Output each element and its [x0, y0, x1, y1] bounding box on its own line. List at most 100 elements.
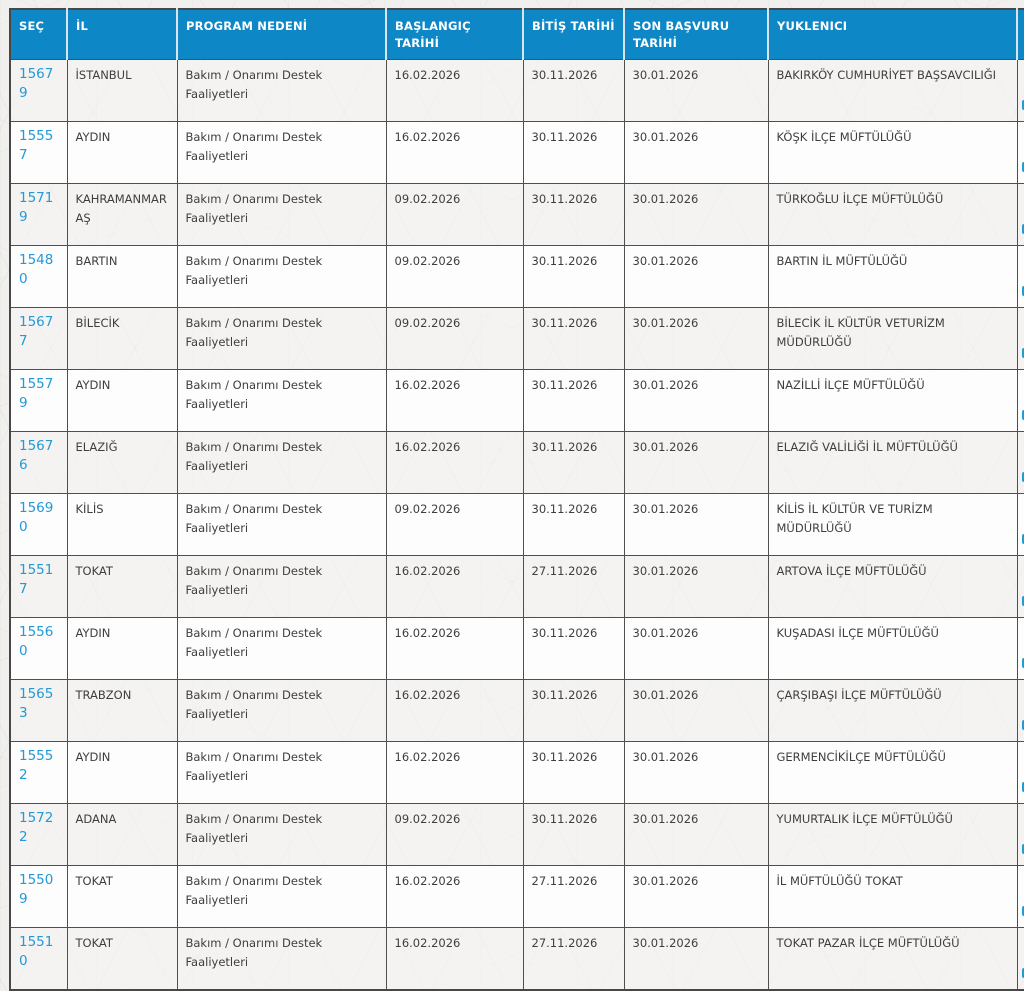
cell-son: 30.01.2026: [624, 866, 768, 928]
cell-yuklenici: KUŞADASI İLÇE MÜFTÜLÜĞÜ: [768, 618, 1017, 680]
cell-program: Bakım / Onarımı Destek Faaliyetleri: [177, 246, 386, 308]
cell-program: Bakım / Onarımı Destek Faaliyetleri: [177, 494, 386, 556]
cell-program: Bakım / Onarımı Destek Faaliyetleri: [177, 742, 386, 804]
cell-son: 30.01.2026: [624, 742, 768, 804]
cell-partial-cutoff: [1017, 60, 1024, 122]
cell-il: AYDIN: [67, 370, 177, 432]
cell-partial-cutoff: [1017, 432, 1024, 494]
record-id-link[interactable]: 15510: [19, 934, 53, 969]
cell-son: 30.01.2026: [624, 556, 768, 618]
cell-baslangic: 16.02.2026: [386, 122, 523, 184]
cell-partial-cutoff: [1017, 370, 1024, 432]
cell-son: 30.01.2026: [624, 928, 768, 991]
column-header-program: PROGRAM NEDENİ: [177, 9, 386, 60]
cell-sec: 15679: [10, 60, 67, 122]
cell-partial-cutoff: [1017, 184, 1024, 246]
cell-baslangic: 09.02.2026: [386, 184, 523, 246]
cell-bitis: 30.11.2026: [523, 742, 624, 804]
record-id-link[interactable]: 15480: [19, 252, 53, 287]
column-header-son: SON BAŞVURU TARİHİ: [624, 9, 768, 60]
record-id-link[interactable]: 15677: [19, 314, 53, 349]
record-id-link[interactable]: 15653: [19, 686, 53, 721]
cell-program: Bakım / Onarımı Destek Faaliyetleri: [177, 618, 386, 680]
cell-sec: 15653: [10, 680, 67, 742]
record-id-link[interactable]: 15690: [19, 500, 53, 535]
cell-program: Bakım / Onarımı Destek Faaliyetleri: [177, 680, 386, 742]
cell-son: 30.01.2026: [624, 60, 768, 122]
record-id-link[interactable]: 15557: [19, 128, 53, 163]
cell-il: AYDIN: [67, 742, 177, 804]
record-id-link[interactable]: 15676: [19, 438, 53, 473]
record-id-link[interactable]: 15719: [19, 190, 53, 225]
cell-bitis: 30.11.2026: [523, 308, 624, 370]
cell-baslangic: 16.02.2026: [386, 680, 523, 742]
cell-il: TOKAT: [67, 866, 177, 928]
cell-sec: 15510: [10, 928, 67, 991]
record-id-link[interactable]: 15509: [19, 872, 53, 907]
record-id-link[interactable]: 15722: [19, 810, 53, 845]
cell-bitis: 30.11.2026: [523, 804, 624, 866]
cell-son: 30.01.2026: [624, 308, 768, 370]
cell-sec: 15557: [10, 122, 67, 184]
column-header-partial: [1017, 9, 1024, 60]
cell-yuklenici: İL MÜFTÜLÜĞÜ TOKAT: [768, 866, 1017, 928]
cell-sec: 15517: [10, 556, 67, 618]
record-id-link[interactable]: 15552: [19, 748, 53, 783]
cell-baslangic: 16.02.2026: [386, 432, 523, 494]
cell-program: Bakım / Onarımı Destek Faaliyetleri: [177, 928, 386, 991]
cell-bitis: 30.11.2026: [523, 246, 624, 308]
cell-yuklenici: ÇARŞIBAŞI İLÇE MÜFTÜLÜĞÜ: [768, 680, 1017, 742]
cell-il: AYDIN: [67, 122, 177, 184]
cell-il: BİLECİK: [67, 308, 177, 370]
cell-bitis: 30.11.2026: [523, 432, 624, 494]
cell-program: Bakım / Onarımı Destek Faaliyetleri: [177, 122, 386, 184]
cell-sec: 15552: [10, 742, 67, 804]
cell-yuklenici: TOKAT PAZAR İLÇE MÜFTÜLÜĞÜ: [768, 928, 1017, 991]
cell-il: İSTANBUL: [67, 60, 177, 122]
cell-sec: 15676: [10, 432, 67, 494]
cell-partial-cutoff: [1017, 866, 1024, 928]
column-header-baslangic: BAŞLANGIÇ TARİHİ: [386, 9, 523, 60]
cell-baslangic: 16.02.2026: [386, 928, 523, 991]
cell-partial-cutoff: [1017, 742, 1024, 804]
cell-bitis: 30.11.2026: [523, 494, 624, 556]
cell-program: Bakım / Onarımı Destek Faaliyetleri: [177, 866, 386, 928]
cell-bitis: 30.11.2026: [523, 370, 624, 432]
cell-yuklenici: GERMENCİKİLÇE MÜFTÜLÜĞÜ: [768, 742, 1017, 804]
cell-bitis: 30.11.2026: [523, 122, 624, 184]
cell-yuklenici: YUMURTALIK İLÇE MÜFTÜLÜĞÜ: [768, 804, 1017, 866]
cell-yuklenici: KÖŞK İLÇE MÜFTÜLÜĞÜ: [768, 122, 1017, 184]
cell-il: ELAZIĞ: [67, 432, 177, 494]
column-header-yuklenici: YUKLENICI: [768, 9, 1017, 60]
cell-il: TRABZON: [67, 680, 177, 742]
cell-program: Bakım / Onarımı Destek Faaliyetleri: [177, 432, 386, 494]
cell-program: Bakım / Onarımı Destek Faaliyetleri: [177, 804, 386, 866]
cell-program: Bakım / Onarımı Destek Faaliyetleri: [177, 370, 386, 432]
cell-sec: 15722: [10, 804, 67, 866]
cell-sec: 15560: [10, 618, 67, 680]
cell-son: 30.01.2026: [624, 432, 768, 494]
record-id-link[interactable]: 15679: [19, 66, 53, 101]
cell-sec: 15719: [10, 184, 67, 246]
record-id-link[interactable]: 15560: [19, 624, 53, 659]
record-id-link[interactable]: 15517: [19, 562, 53, 597]
cell-partial-cutoff: [1017, 680, 1024, 742]
cell-sec: 15509: [10, 866, 67, 928]
cell-bitis: 27.11.2026: [523, 866, 624, 928]
cell-il: KİLİS: [67, 494, 177, 556]
column-header-sec: SEÇ: [10, 9, 67, 60]
record-id-link[interactable]: 15579: [19, 376, 53, 411]
cell-sec: 15480: [10, 246, 67, 308]
